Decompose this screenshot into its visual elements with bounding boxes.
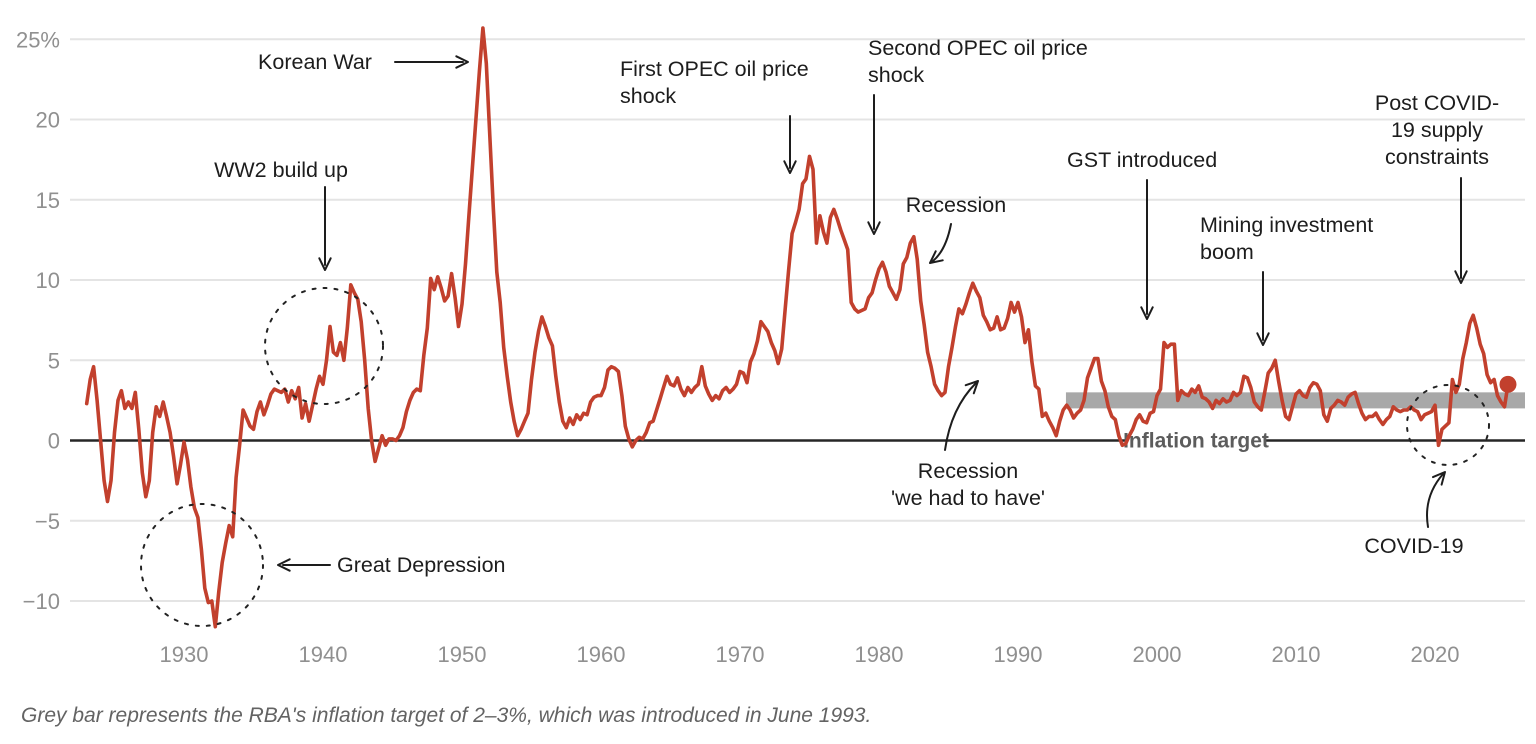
mining-investment-boom-label: Mining investment boom — [1200, 213, 1373, 264]
latest-value-dot — [1499, 375, 1517, 393]
y-tick-label: 5 — [48, 348, 60, 373]
post-covid-supply-arrowhead — [1454, 270, 1468, 284]
second-opec-shock-arrowhead — [867, 221, 881, 235]
annotation-gst-introduced: GST introduced — [1067, 148, 1217, 320]
y-tick-label: −10 — [23, 589, 60, 614]
x-tick-label: 1960 — [577, 642, 626, 667]
post-covid-supply-label: Post COVID-19 supply constraints — [1375, 91, 1499, 169]
annotation-first-opec-shock: First OPEC oil price shock — [620, 57, 809, 174]
y-tick-label: 15 — [36, 188, 60, 213]
annotation-second-opec-shock: Second OPEC oil price shock — [867, 36, 1088, 235]
y-tick-label: 10 — [36, 268, 60, 293]
korean-war-arrowhead — [455, 55, 469, 69]
inflation-target-label: Inflation target — [1123, 430, 1269, 453]
recession-we-had-to-have-label: Recession'we had to have' — [891, 459, 1045, 510]
x-tick-label: 1940 — [299, 642, 348, 667]
gridlines — [70, 38, 1525, 602]
y-tick-label: −5 — [35, 509, 60, 534]
first-opec-shock-label: First OPEC oil price shock — [620, 57, 809, 108]
annotation-recession-we-had-to-have: Recession'we had to have' — [891, 380, 1045, 510]
zero-axis: Inflation target — [70, 430, 1525, 453]
x-tick-label: 1930 — [160, 642, 209, 667]
recession-1980s-arrowhead — [929, 250, 944, 264]
second-opec-shock-label: Second OPEC oil price shock — [868, 36, 1088, 87]
chart-canvas: −10 −5 0 5 10 15 20 25% 1930 1940 1950 1960 1970 1980… — [16, 26, 1525, 667]
covid-19-label: COVID-19 — [1364, 534, 1463, 558]
recession-1980s-label: Recession — [906, 193, 1006, 217]
covid-19-circle — [1406, 384, 1490, 466]
annotation-recession-1980s: Recession — [906, 193, 1006, 264]
y-tick-label: 0 — [48, 429, 60, 454]
x-tick-label: 1990 — [994, 642, 1043, 667]
recession-we-had-to-have-arrowhead — [964, 380, 979, 395]
ww2-build-up-label: WW2 build up — [214, 158, 348, 182]
ww2-build-up-circle — [264, 287, 384, 405]
covid-19-arrowhead — [1432, 471, 1446, 486]
x-tick-label: 2010 — [1272, 642, 1321, 667]
covid-19-arrow — [1426, 473, 1444, 528]
ww2-build-up-arrowhead — [318, 257, 332, 271]
mining-investment-boom-arrowhead — [1256, 332, 1270, 346]
y-tick-label: 20 — [36, 108, 60, 133]
x-tick-label: 1970 — [716, 642, 765, 667]
annotation-mining-investment-boom: Mining investment boom — [1200, 213, 1373, 346]
x-axis-labels: 1930 1940 1950 1960 1970 1980 1990 2000 2010 2020 — [160, 642, 1460, 667]
korean-war-label: Korean War — [258, 50, 372, 74]
annotation-ww2-build-up: WW2 build up — [214, 158, 384, 405]
annotation-great-depression: Great Depression — [140, 503, 506, 627]
chart-footnote: Grey bar represents the RBA's inflation … — [21, 704, 872, 727]
gst-introduced-arrowhead — [1140, 306, 1154, 320]
x-tick-label: 2020 — [1411, 642, 1460, 667]
recession-1980s-arrow — [932, 223, 952, 262]
great-depression-label: Great Depression — [337, 553, 506, 577]
annotation-covid-19: COVID-19 — [1364, 384, 1490, 558]
y-axis-labels: −10 −5 0 5 10 15 20 25% — [16, 27, 60, 614]
gst-introduced-label: GST introduced — [1067, 148, 1217, 172]
inflation-line — [84, 26, 1510, 629]
great-depression-arrowhead — [277, 558, 291, 572]
x-tick-label: 2000 — [1133, 642, 1182, 667]
annotation-korean-war: Korean War — [258, 50, 469, 74]
x-tick-label: 1980 — [855, 642, 904, 667]
first-opec-shock-arrowhead — [783, 160, 797, 174]
great-depression-circle — [140, 503, 264, 627]
annotation-post-covid-supply: Post COVID-19 supply constraints — [1375, 91, 1499, 284]
x-tick-label: 1950 — [438, 642, 487, 667]
y-tick-label: 25% — [16, 27, 60, 52]
recession-we-had-to-have-arrow — [944, 382, 977, 451]
